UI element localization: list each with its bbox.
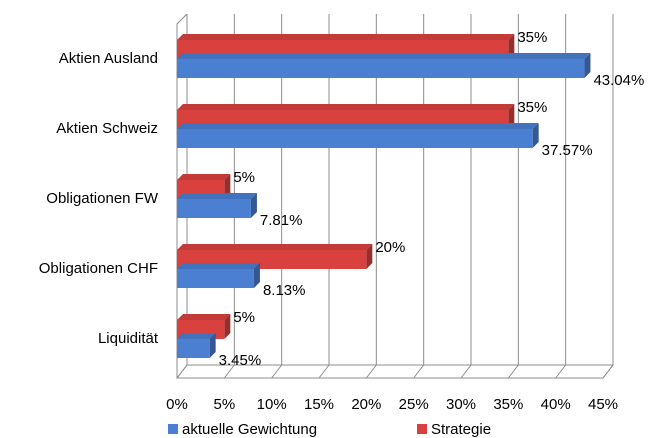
bar <box>177 199 251 218</box>
bar-side <box>250 193 257 218</box>
value-label: 5% <box>233 309 255 326</box>
floor-line <box>223 364 235 379</box>
bar-side <box>508 104 515 129</box>
y-tick-label: Aktien Schweiz <box>56 120 158 137</box>
x-tick-label: 35% <box>493 396 523 413</box>
bar-top <box>177 193 257 199</box>
bar-side <box>253 263 260 288</box>
y-tick-label: Aktien Ausland <box>59 50 158 67</box>
x-tick-label: 10% <box>257 396 287 413</box>
value-label: 8.13% <box>263 282 306 299</box>
value-label: 3.45% <box>219 352 262 369</box>
value-label: 5% <box>233 169 255 186</box>
y-tick-label: Obligationen CHF <box>39 260 158 277</box>
bar-side <box>584 53 591 78</box>
bar <box>177 129 533 148</box>
bar <box>177 269 254 288</box>
x-tick-label: 0% <box>166 396 188 413</box>
legend-label: aktuelle Gewichtung <box>182 421 317 438</box>
bar-top <box>177 244 373 250</box>
floor-line <box>507 364 519 379</box>
bar-top <box>177 314 231 320</box>
y-tick-label: Obligationen FW <box>46 190 159 207</box>
legend-label: Strategie <box>431 421 491 438</box>
floor-line <box>602 364 614 379</box>
legend-swatch <box>168 424 178 434</box>
bar-side <box>209 333 216 358</box>
value-label: 20% <box>375 239 405 256</box>
value-label: 35% <box>517 99 547 116</box>
value-label: 7.81% <box>260 212 303 229</box>
bar-top <box>177 53 591 59</box>
floor-line <box>176 364 188 379</box>
bar-side <box>532 123 539 148</box>
x-tick-label: 25% <box>399 396 429 413</box>
value-label: 35% <box>517 29 547 46</box>
floor-line <box>271 364 283 379</box>
legend-swatch <box>417 424 427 434</box>
floor-line <box>413 364 425 379</box>
x-tick-label: 5% <box>213 396 235 413</box>
x-tick-label: 20% <box>351 396 381 413</box>
floor-line <box>460 364 472 379</box>
floor-line <box>365 364 377 379</box>
bar-top <box>177 123 539 129</box>
bar-side <box>366 244 373 269</box>
bar-top <box>177 263 260 269</box>
bar <box>177 339 210 358</box>
y-tick-label: Liquidität <box>98 330 159 347</box>
value-label: 43.04% <box>593 72 644 89</box>
x-tick-label: 40% <box>541 396 571 413</box>
bar-side <box>224 314 231 339</box>
value-label: 37.57% <box>542 142 593 159</box>
bar-top <box>177 333 216 339</box>
bar <box>177 59 585 78</box>
floor-line <box>555 364 567 379</box>
bar-top <box>177 174 231 180</box>
bar-top <box>177 34 515 40</box>
floor-line <box>318 364 330 379</box>
bar-side <box>224 174 231 199</box>
x-tick-label: 45% <box>588 396 618 413</box>
x-tick-label: 15% <box>304 396 334 413</box>
x-tick-label: 30% <box>446 396 476 413</box>
bar-top <box>177 104 515 110</box>
bar-side <box>508 34 515 59</box>
